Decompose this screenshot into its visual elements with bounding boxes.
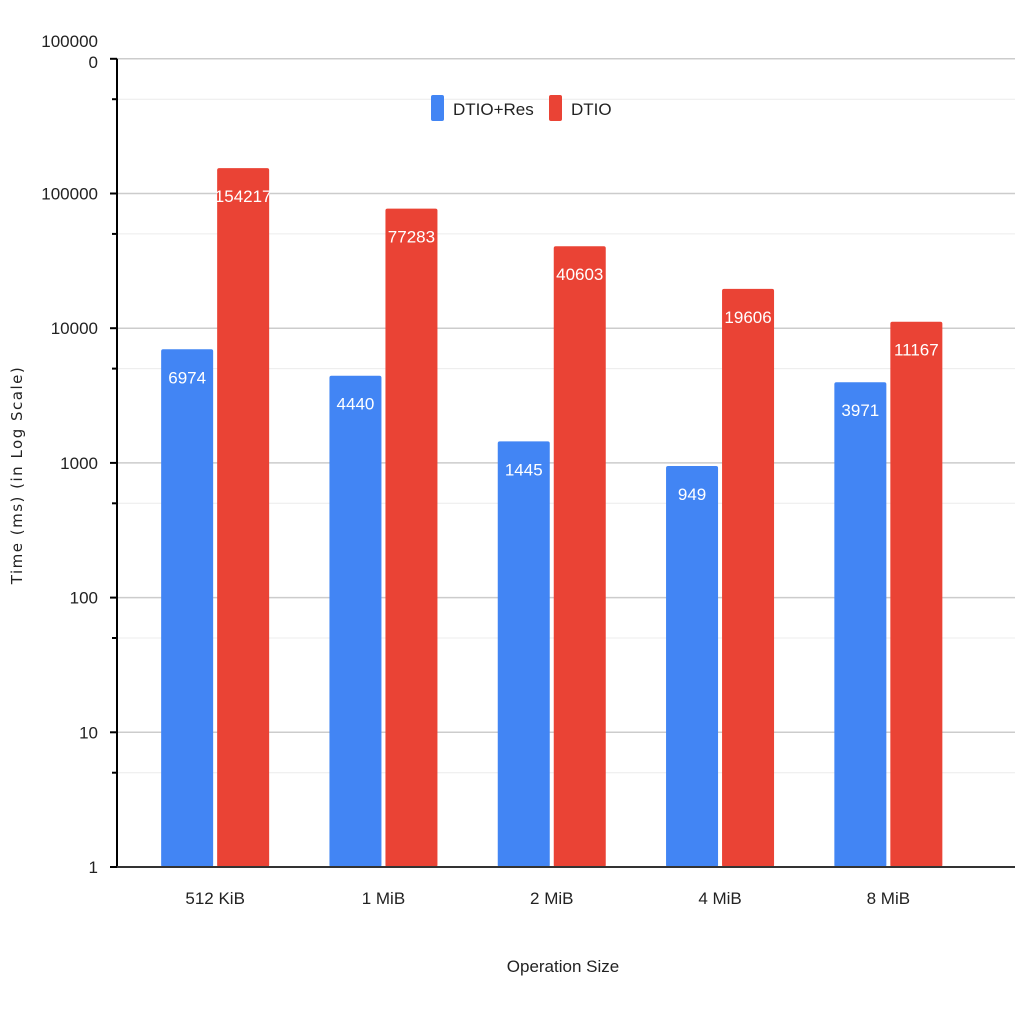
x-axis: 512 KiB 1 MiB 2 MiB 4 MiB 8 MiB — [117, 866, 1015, 908]
bar-dtio-res — [497, 441, 550, 867]
legend-swatch — [431, 95, 444, 121]
bar-dtio-res — [161, 349, 214, 868]
data-label: 949 — [678, 485, 706, 504]
data-label: 3971 — [841, 401, 879, 420]
x-tick-label: 8 MiB — [867, 889, 910, 908]
y-axis-title: Time (ms) (in Log Scale) — [8, 366, 26, 585]
bar-dtio — [385, 208, 438, 868]
y-tick-label: 1000 — [60, 454, 98, 473]
data-label: 77283 — [388, 228, 435, 247]
data-label: 6974 — [168, 368, 206, 387]
legend-label: DTIO — [571, 100, 612, 119]
y-axis: 1 10 100 1000 10000 100000 100000 0 — [41, 32, 118, 877]
bar-dtio-res — [329, 375, 382, 867]
data-label: 19606 — [724, 308, 771, 327]
legend-label: DTIO+Res — [453, 100, 534, 119]
y-tick-label: 100000 — [41, 185, 98, 204]
x-tick-label: 2 MiB — [530, 889, 573, 908]
x-tick-label: 512 KiB — [185, 889, 245, 908]
y-tick-label: 10000 — [51, 319, 98, 338]
y-tick-label: 10 — [79, 723, 98, 742]
x-axis-title: Operation Size — [507, 957, 619, 976]
x-tick-label: 1 MiB — [362, 889, 405, 908]
data-label: 40603 — [556, 265, 603, 284]
data-label: 11167 — [894, 341, 939, 360]
y-tick-label: 100 — [70, 589, 98, 608]
bar-dtio — [553, 246, 606, 867]
legend: DTIO+Res DTIO — [431, 95, 612, 121]
legend-swatch — [549, 95, 562, 121]
bar-dtio — [217, 168, 270, 868]
bar-dtio-res — [834, 382, 887, 867]
data-label: 1445 — [505, 460, 543, 479]
bar-dtio-res — [666, 465, 719, 867]
y-tick-label: 100000 0 — [41, 32, 98, 72]
y-tick-label: 1 — [89, 858, 98, 877]
bar-dtio — [722, 288, 775, 868]
bars: 6974 154217 4440 77283 1445 40603 949 19606 3971… — [161, 168, 943, 868]
data-label: 4440 — [337, 395, 375, 414]
bar-dtio — [890, 321, 943, 868]
data-label: 154217 — [215, 187, 272, 206]
x-tick-label: 4 MiB — [698, 889, 741, 908]
